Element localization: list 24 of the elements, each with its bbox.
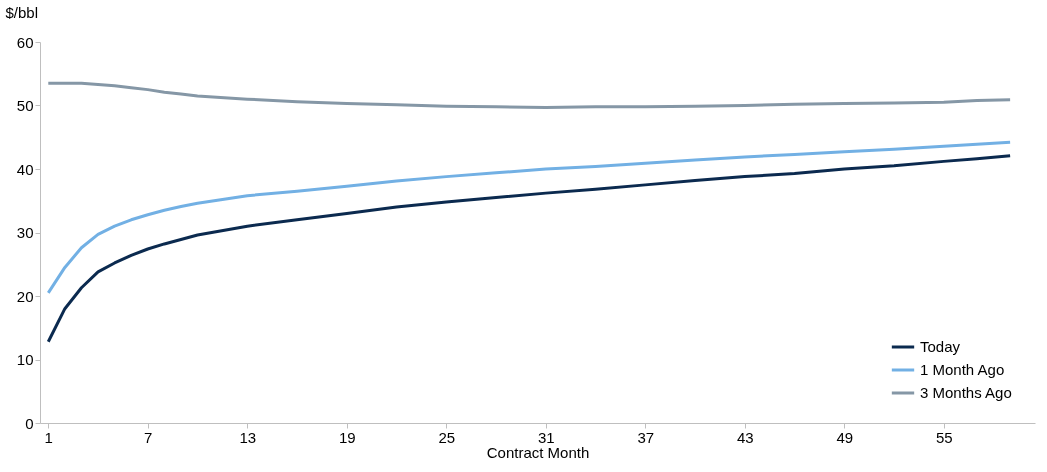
x-tick-label: 1 [44, 428, 53, 446]
x-tick-label: 25 [438, 428, 456, 446]
y-tick-label: 30 [16, 224, 34, 241]
y-tick-label: 10 [16, 351, 34, 368]
line-series [46, 81, 1012, 109]
x-tick-label: 19 [338, 428, 356, 446]
x-tick-label: 49 [836, 428, 854, 446]
x-tick-label: 37 [637, 428, 655, 446]
y-tick-label: 50 [16, 97, 34, 114]
line-series [46, 140, 1012, 295]
y-tick-label: 0 [25, 414, 34, 432]
x-axis-title: Contract Month [486, 443, 590, 461]
x-tick-label: 13 [239, 428, 257, 446]
y-tick-label: 20 [16, 287, 34, 305]
x-tick-label: 7 [144, 428, 153, 446]
x-tick-label: 43 [736, 428, 754, 446]
legend-label: Today [920, 338, 961, 355]
legend-label: 3 Months Ago [920, 384, 1012, 401]
legend-label: 1 Month Ago [920, 361, 1005, 378]
x-tick-label: 31 [537, 428, 555, 446]
y-axis-title: $/bbl [5, 3, 39, 21]
y-tick-label: 60 [16, 33, 34, 51]
x-tick-label: 55 [935, 428, 953, 446]
y-tick-label: 40 [16, 160, 34, 178]
